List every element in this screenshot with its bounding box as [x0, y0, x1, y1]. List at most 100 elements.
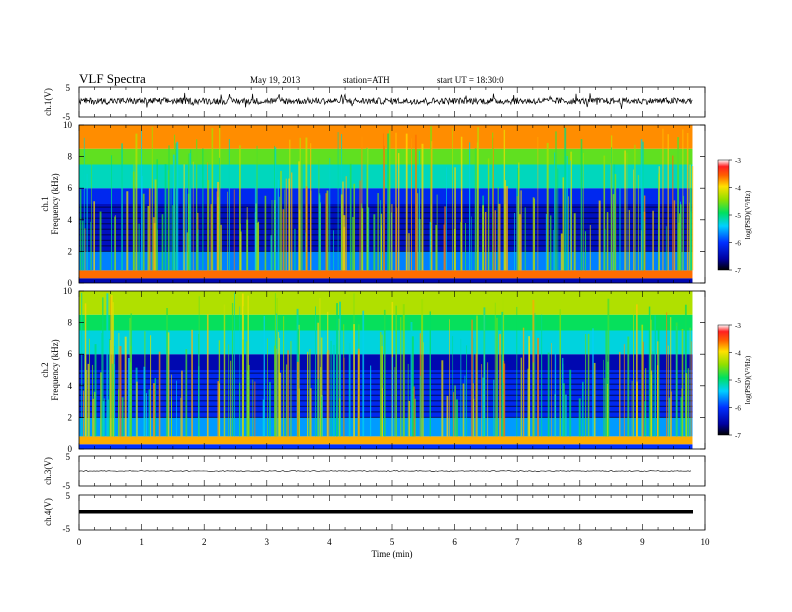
spectrogram-sferic	[455, 399, 458, 437]
spectrogram-sferic	[289, 139, 291, 271]
spectrogram-sferic	[211, 128, 214, 271]
spectrogram-sferic	[301, 160, 303, 271]
spectrogram-striation	[79, 250, 693, 252]
spectrogram-sferic	[633, 169, 634, 271]
spectrogram-sferic	[318, 195, 321, 271]
spectrogram-sferic	[520, 357, 523, 437]
spectrogram-sferic	[541, 314, 543, 437]
spectrogram-sferic	[280, 170, 282, 271]
spectrogram-sferic	[566, 156, 568, 271]
spectrogram-sferic	[494, 210, 496, 271]
ch1-ytick-top: 5	[66, 83, 71, 93]
spectrogram-sferic	[395, 132, 397, 271]
spectrogram-sferic	[135, 133, 138, 271]
spectrogram-sferic	[405, 133, 408, 271]
spectrogram-sferic	[294, 228, 296, 271]
spectrogram-sferic	[338, 318, 340, 437]
spectrogram-sferic	[678, 222, 680, 271]
spectrogram-sferic	[387, 133, 390, 271]
spectrogram-sferic	[319, 298, 321, 437]
ch2-spectrogram-channel-label: ch.2	[40, 362, 50, 377]
spectrogram-sferic	[298, 324, 300, 437]
spectrogram-sferic	[532, 362, 534, 437]
spectrogram-sferic	[475, 353, 477, 437]
spectrogram-sferic	[219, 157, 220, 271]
spectrogram-sferic	[362, 310, 365, 437]
spectrogram-sferic	[680, 397, 683, 437]
spectrogram-sferic	[343, 357, 345, 437]
spectrogram-sferic	[145, 393, 148, 437]
spectrogram-sferic	[284, 189, 286, 271]
spectrogram-sferic	[239, 382, 241, 437]
spectrogram-sferic	[83, 390, 85, 437]
freq-tick-label: 2	[68, 246, 73, 256]
spectrogram-sferic	[679, 204, 682, 271]
ch2-spectrogram-image	[79, 291, 705, 449]
spectrogram-sferic	[164, 163, 167, 271]
colorbar-tick-label: -4	[735, 350, 741, 358]
spectrogram-sferic	[263, 315, 265, 437]
spectrogram-sferic	[192, 161, 194, 271]
spectrogram-band-5	[79, 330, 693, 355]
spectrogram-sferic	[634, 144, 636, 271]
ch1-spectrogram-ylabel: Frequency (kHz)	[50, 173, 60, 234]
spectrogram-sferic	[197, 233, 198, 271]
spectrogram-sferic	[584, 231, 587, 271]
spectrogram-sferic	[431, 141, 433, 271]
spectrogram-sferic	[183, 164, 185, 271]
spectrogram-sferic	[270, 235, 273, 271]
colorbar-tick-label: -7	[735, 432, 741, 440]
spectrogram-sferic	[673, 200, 676, 271]
spectrogram-sferic	[466, 345, 468, 437]
spectrogram-band-6	[79, 314, 693, 331]
spectrogram-sferic	[158, 351, 161, 437]
spectrogram-sferic	[366, 147, 368, 271]
spectrogram-sferic	[423, 342, 424, 437]
spectrogram-sferic	[687, 368, 689, 437]
spectrogram-sferic	[524, 207, 526, 271]
spectrogram-sferic	[220, 224, 222, 271]
spectrogram-sferic	[153, 217, 155, 271]
time-tick-label: 5	[390, 537, 395, 547]
ch3-waveform-panel: 5 -5 ch.3(V)	[43, 452, 706, 491]
spectrogram-sferic	[582, 152, 584, 271]
spectrogram-sferic	[91, 160, 92, 271]
time-tick-label: 3	[265, 537, 270, 547]
spectrogram-sferic	[452, 335, 454, 437]
spectrogram-sferic	[127, 357, 130, 437]
spectrogram-sferic	[499, 333, 502, 437]
spectrogram-sferic	[563, 383, 565, 437]
spectrogram-sferic	[359, 180, 361, 271]
spectrogram-sferic	[414, 134, 417, 271]
spectrogram-band-1	[79, 436, 693, 445]
spectrogram-sferic	[86, 173, 88, 271]
spectrogram-sferic	[326, 190, 329, 271]
spectrogram-striation	[79, 228, 693, 230]
spectrogram-sferic	[353, 183, 356, 271]
spectrogram-sferic	[476, 315, 478, 437]
date-label: May 19, 2013	[250, 75, 301, 85]
spectrogram-sferic	[202, 148, 204, 271]
spectrogram-sferic	[518, 162, 520, 271]
spectrogram-sferic	[449, 319, 450, 437]
spectrogram-sferic	[84, 303, 87, 437]
spectrogram-sferic	[83, 137, 85, 271]
spectrogram-sferic	[267, 338, 268, 437]
spectrogram-sferic	[612, 194, 615, 271]
spectrogram-sferic	[143, 366, 146, 437]
spectrogram-sferic	[287, 350, 289, 437]
ch1-colorbar-ticks: -3 -4 -5 -6 -7	[729, 157, 741, 275]
spectrogram-sferic	[650, 370, 653, 437]
spectrogram-sferic	[421, 143, 424, 271]
spectrogram-sferic	[103, 398, 105, 437]
spectrogram-sferic	[649, 307, 651, 437]
time-tick-label: 8	[578, 537, 583, 547]
spectrogram-sferic	[391, 204, 393, 271]
spectrogram-sferic	[234, 292, 235, 437]
spectrogram-sferic	[87, 363, 90, 437]
spectrogram-sferic	[454, 385, 456, 437]
spectrogram-sferic	[369, 365, 372, 437]
spectrogram-sferic	[682, 129, 684, 271]
spectrogram-sferic	[667, 345, 669, 437]
